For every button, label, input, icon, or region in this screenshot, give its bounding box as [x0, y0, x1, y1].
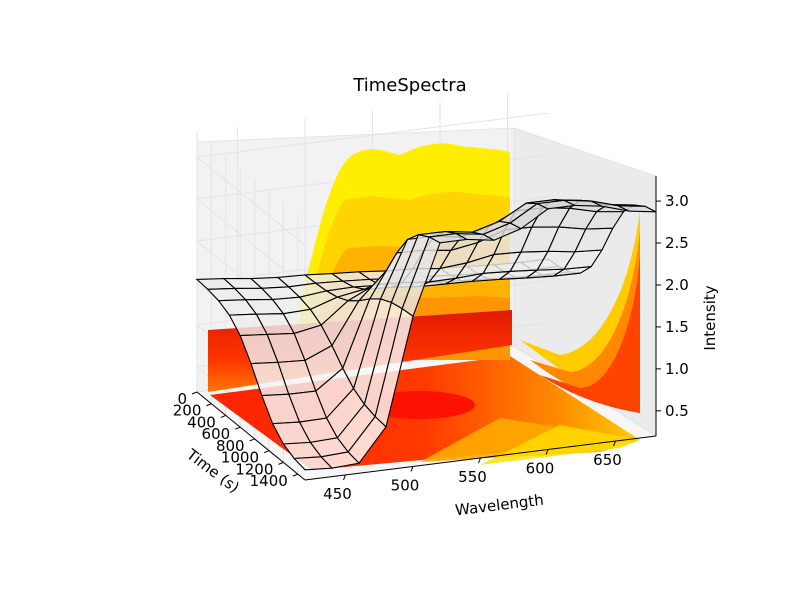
z-tick-label: 1.0: [665, 360, 689, 378]
y-tick-mark: [278, 461, 284, 465]
grid-line-left-z-4: [196, 198, 306, 288]
x-tick-mark: [410, 466, 414, 472]
z-tick-label: 2.5: [665, 234, 689, 252]
y-tick-label: 1400: [250, 472, 288, 490]
right-wall-contour: [520, 210, 640, 413]
chart-title: TimeSpectra: [352, 75, 466, 96]
y-tick-mark: [249, 438, 255, 442]
y-tick-mark: [292, 473, 298, 477]
x-tick-label: 500: [391, 476, 420, 494]
y-tick-label: 1200: [235, 460, 273, 478]
y-tick-label: 0: [177, 390, 187, 408]
z-tick-label: 2.0: [665, 276, 689, 294]
x-tick-label: 600: [526, 460, 555, 478]
y-tick-label: 1000: [221, 449, 259, 467]
x-tick-mark: [545, 449, 549, 455]
y-tick-label: 400: [187, 413, 216, 431]
y-tick-label: 200: [173, 402, 202, 420]
x-tick-label: 650: [593, 451, 622, 469]
x-tick-mark: [343, 474, 346, 481]
floor-contour-edge: [480, 425, 640, 465]
x-tick-label: 550: [458, 468, 487, 486]
y-tick-mark: [206, 403, 212, 407]
z-axis-title: Intensity: [701, 285, 719, 350]
right-wall-inner: [540, 255, 640, 413]
y-axis-spine: [196, 391, 306, 481]
z-tick-label: 1.5: [665, 318, 689, 336]
y-tick-mark: [220, 415, 226, 418]
surface-plot: [195, 199, 657, 471]
y-tick-label: 600: [202, 425, 231, 443]
x-tick-label: 450: [323, 485, 352, 503]
x-axis-title: Wavelength: [454, 491, 545, 520]
y-tick-label: 800: [216, 437, 245, 455]
y-tick-mark: [263, 450, 270, 454]
grid-line-left-z-5: [196, 156, 306, 246]
x-tick-mark: [613, 440, 616, 447]
z-tick-label: 0.5: [665, 402, 689, 420]
z-tick-label: 3.0: [665, 192, 689, 210]
axis-ticks: 450 500 550 600 6500200400600800100012001400…: [173, 192, 689, 503]
x-tick-mark: [478, 457, 481, 464]
y-tick-mark: [191, 391, 198, 395]
y-tick-mark: [235, 426, 241, 430]
